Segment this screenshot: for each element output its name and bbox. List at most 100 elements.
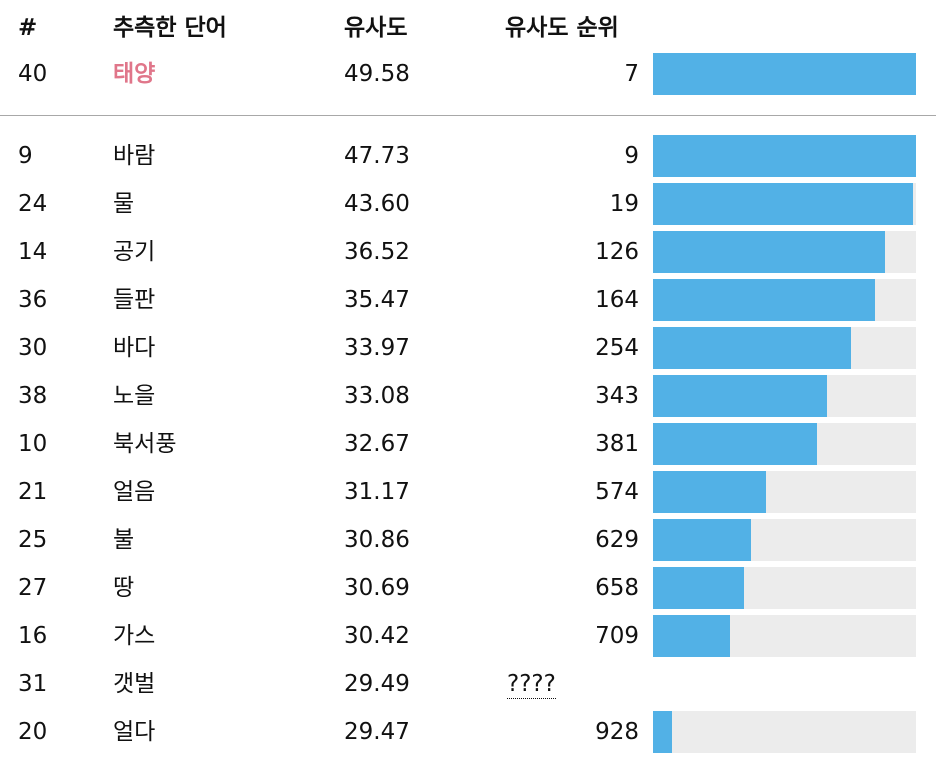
guess-row: 20 얼다 29.47 928 — [0, 708, 936, 756]
guess-row: 24 물 43.60 19 — [0, 180, 936, 228]
guess-number: 14 — [18, 239, 48, 265]
guess-word: 들판 — [113, 287, 156, 313]
guess-word: 땅 — [113, 575, 135, 601]
guess-rank: 7 — [624, 61, 639, 87]
guess-number: 21 — [18, 479, 48, 505]
guess-rank: 254 — [595, 335, 639, 361]
guess-word: 가스 — [113, 623, 156, 649]
similarity-bar-fill — [653, 615, 730, 657]
guess-similarity: 35.47 — [344, 287, 410, 313]
guess-rank: 9 — [624, 143, 639, 169]
similarity-bar-fill — [653, 53, 916, 95]
table-header: # 추측한 단어 유사도 유사도 순위 — [0, 4, 936, 52]
guess-word: 태양 — [113, 61, 156, 87]
guess-row: 38 노을 33.08 343 — [0, 372, 936, 420]
guess-number: 20 — [18, 719, 48, 745]
guess-word: 북서풍 — [113, 431, 177, 457]
similarity-bar-fill — [653, 279, 875, 321]
guess-number: 27 — [18, 575, 48, 601]
similarity-bar — [653, 423, 916, 465]
guess-similarity: 31.17 — [344, 479, 410, 505]
guess-word: 물 — [113, 191, 135, 217]
guess-similarity: 30.86 — [344, 527, 410, 553]
guess-row: 25 불 30.86 629 — [0, 516, 936, 564]
guess-rank: 709 — [595, 623, 639, 649]
guess-row: 27 땅 30.69 658 — [0, 564, 936, 612]
similarity-bar-fill — [653, 423, 817, 465]
divider — [0, 115, 936, 116]
similarity-bar-fill — [653, 231, 885, 273]
guess-word: 노을 — [113, 383, 156, 409]
guess-number: 40 — [18, 61, 48, 87]
guess-word: 바람 — [113, 143, 156, 169]
guess-rank: 574 — [595, 479, 639, 505]
guess-row: 10 북서풍 32.67 381 — [0, 420, 936, 468]
guess-rank: 343 — [595, 383, 639, 409]
guess-row: 36 들판 35.47 164 — [0, 276, 936, 324]
guess-similarity: 36.52 — [344, 239, 410, 265]
similarity-bar-fill — [653, 183, 913, 225]
guess-rank: 381 — [595, 431, 639, 457]
similarity-bar — [653, 53, 916, 95]
guess-similarity: 32.67 — [344, 431, 410, 457]
similarity-bar — [653, 375, 916, 417]
guess-number: 36 — [18, 287, 48, 313]
guess-row: 30 바다 33.97 254 — [0, 324, 936, 372]
guess-word: 갯벌 — [113, 671, 156, 697]
header-number: # — [18, 15, 38, 41]
guess-number: 9 — [18, 143, 33, 169]
guess-similarity: 49.58 — [344, 61, 410, 87]
guess-number: 38 — [18, 383, 48, 409]
guess-rank: 19 — [609, 191, 639, 217]
guess-number: 25 — [18, 527, 48, 553]
guess-number: 16 — [18, 623, 48, 649]
guess-similarity: 29.47 — [344, 719, 410, 745]
similarity-bar-fill — [653, 375, 827, 417]
latest-guess-row: 40 태양 49.58 7 — [0, 50, 936, 98]
unknown-rank-indicator[interactable]: ???? — [507, 660, 556, 708]
guess-similarity: 30.69 — [344, 575, 410, 601]
similarity-bar — [653, 519, 916, 561]
guess-similarity: 47.73 — [344, 143, 410, 169]
similarity-bar — [653, 183, 916, 225]
similarity-bar — [653, 471, 916, 513]
guess-similarity: 30.42 — [344, 623, 410, 649]
guess-row: 9 바람 47.73 9 — [0, 132, 936, 180]
guess-rank: 164 — [595, 287, 639, 313]
guess-word: 불 — [113, 527, 135, 553]
guess-rank: 658 — [595, 575, 639, 601]
guess-row: 16 가스 30.42 709 — [0, 612, 936, 660]
similarity-bar — [653, 231, 916, 273]
similarity-bar-fill — [653, 519, 751, 561]
unknown-rank-text: ???? — [507, 671, 556, 699]
guess-number: 10 — [18, 431, 48, 457]
guess-row: 14 공기 36.52 126 — [0, 228, 936, 276]
guess-similarity: 29.49 — [344, 671, 410, 697]
guess-row: 31 갯벌 29.49 ???? — [0, 660, 936, 708]
guess-rank: 126 — [595, 239, 639, 265]
guess-row: 21 얼음 31.17 574 — [0, 468, 936, 516]
header-guessed-word: 추측한 단어 — [113, 15, 227, 41]
guess-word: 얼음 — [113, 479, 156, 505]
header-similarity: 유사도 — [344, 15, 408, 41]
guess-rank: 928 — [595, 719, 639, 745]
guess-word: 공기 — [113, 239, 156, 265]
similarity-bar — [653, 279, 916, 321]
similarity-bar-fill — [653, 327, 851, 369]
guess-number: 31 — [18, 671, 48, 697]
header-similarity-rank: 유사도 순위 — [505, 15, 619, 41]
guess-number: 30 — [18, 335, 48, 361]
similarity-bar — [653, 615, 916, 657]
similarity-bar — [653, 711, 916, 753]
guess-word: 바다 — [113, 335, 156, 361]
similarity-bar — [653, 327, 916, 369]
similarity-bar-fill — [653, 471, 766, 513]
similarity-bar — [653, 567, 916, 609]
guess-similarity: 33.08 — [344, 383, 410, 409]
guess-similarity: 43.60 — [344, 191, 410, 217]
similarity-bar-fill — [653, 567, 744, 609]
similarity-bar-fill — [653, 135, 916, 177]
similarity-bar-fill — [653, 711, 672, 753]
similarity-bar — [653, 135, 916, 177]
guess-word: 얼다 — [113, 719, 156, 745]
